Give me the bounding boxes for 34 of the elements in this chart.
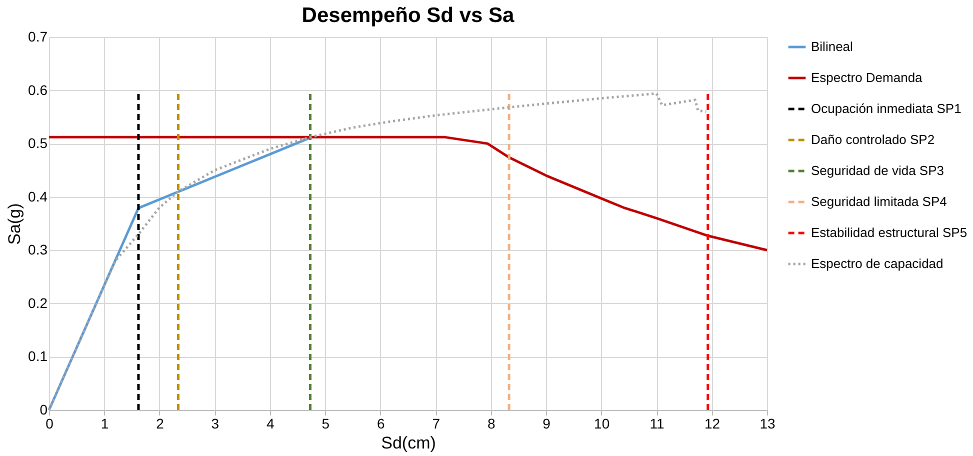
legend-label: Estabilidad estructural SP5 xyxy=(811,225,968,240)
y-tick-label: 0.2 xyxy=(28,294,48,311)
y-tick-label: 0 xyxy=(40,402,48,418)
legend-label: Seguridad limitada SP4 xyxy=(811,194,947,209)
legend-label: Espectro Demanda xyxy=(811,70,924,85)
x-tick-label: 11 xyxy=(650,416,665,432)
y-tick-label: 0.5 xyxy=(28,135,48,152)
x-tick-label: 7 xyxy=(432,416,440,432)
line-series xyxy=(48,136,768,252)
y-tick-label: 0.7 xyxy=(28,28,48,44)
x-tick-label: 3 xyxy=(211,416,220,432)
x-tick-label: 2 xyxy=(156,416,164,432)
y-tick-label: 0.1 xyxy=(28,348,48,364)
x-tick-label: 1 xyxy=(100,416,109,432)
x-tick-label: 9 xyxy=(542,416,551,432)
legend-label: Seguridad de vida SP3 xyxy=(811,163,944,178)
x-tick-label: 10 xyxy=(594,416,610,432)
x-tick-label: 6 xyxy=(376,416,385,432)
line-series xyxy=(48,92,708,412)
chart-title: Desempeño Sd vs Sa xyxy=(302,4,515,27)
x-tick-label: 5 xyxy=(322,416,330,432)
x-tick-label: 4 xyxy=(266,416,275,432)
x-axis-title: Sd(cm) xyxy=(381,434,436,452)
legend-label: Espectro de capacidad xyxy=(811,256,944,271)
x-tick-label: 8 xyxy=(487,416,496,432)
x-tick-label: 12 xyxy=(704,416,720,432)
y-tick-label: 0.6 xyxy=(28,82,48,98)
y-axis-title: Sa(g) xyxy=(5,203,24,245)
y-tick-label: 0.4 xyxy=(28,188,48,204)
legend-label: Ocupación inmediata SP1 xyxy=(811,101,962,116)
legend-label: Daño controlado SP2 xyxy=(811,132,935,147)
x-tick-label: 13 xyxy=(760,416,776,432)
y-tick-label: 0.3 xyxy=(28,242,48,258)
legend-label: Bilineal xyxy=(811,39,854,54)
